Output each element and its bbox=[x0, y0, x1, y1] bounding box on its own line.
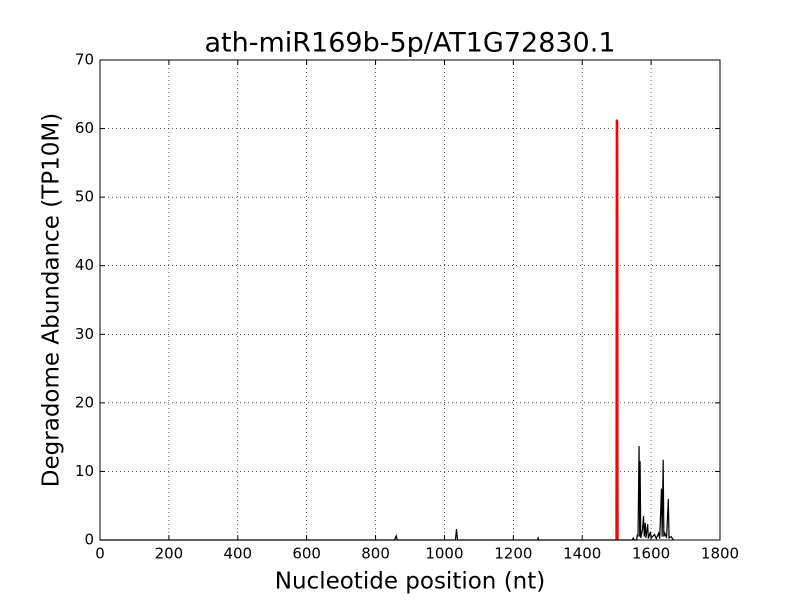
chart-title: ath-miR169b-5p/AT1G72830.1 bbox=[205, 28, 616, 59]
x-tick-label: 0 bbox=[95, 545, 105, 563]
plot-frame bbox=[99, 59, 721, 541]
x-axis-label: Nucleotide position (nt) bbox=[275, 569, 545, 595]
x-tick-label: 1000 bbox=[425, 545, 463, 563]
x-tick-label: 1200 bbox=[494, 545, 532, 563]
y-tick-label: 50 bbox=[75, 188, 94, 206]
x-tick-label: 1400 bbox=[563, 545, 601, 563]
y-axis-label: Degradome Abundance (TP10M) bbox=[39, 113, 65, 487]
y-tick-label: 20 bbox=[75, 393, 94, 411]
data-line bbox=[615, 119, 619, 541]
y-tick-label: 0 bbox=[84, 531, 94, 549]
x-tick-label: 600 bbox=[292, 545, 321, 563]
y-tick-label: 70 bbox=[75, 51, 94, 69]
x-tick-label: 800 bbox=[361, 545, 390, 563]
x-tick-label: 1800 bbox=[701, 545, 739, 563]
x-tick-label: 200 bbox=[155, 545, 184, 563]
y-tick-label: 30 bbox=[75, 325, 94, 343]
y-tick-label: 40 bbox=[75, 256, 94, 274]
y-tick-label: 10 bbox=[75, 462, 94, 480]
x-tick-label: 1600 bbox=[632, 545, 670, 563]
x-tick-label: 400 bbox=[223, 545, 252, 563]
y-tick-label: 60 bbox=[75, 119, 94, 137]
